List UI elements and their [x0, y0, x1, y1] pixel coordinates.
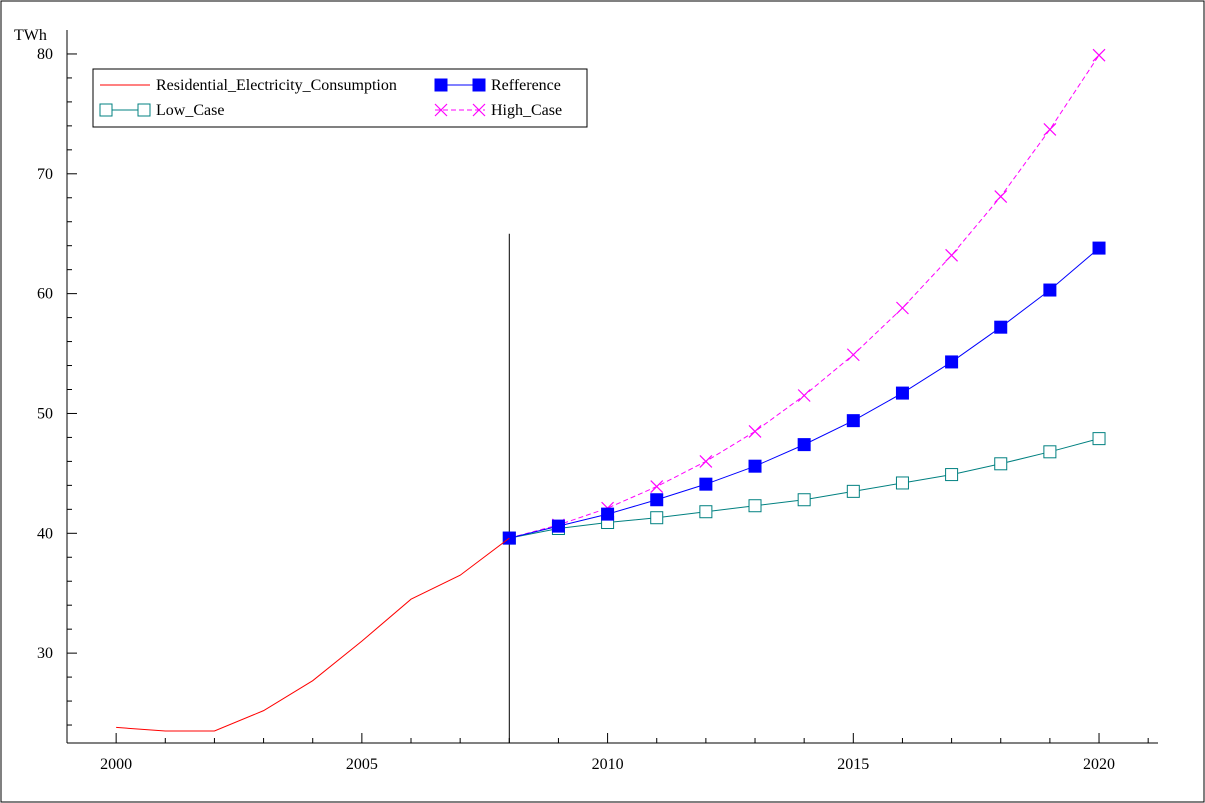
y-axis-label: TWh: [14, 27, 47, 44]
legend-marker: [434, 103, 448, 117]
data-point: [748, 499, 762, 513]
data-point: [650, 480, 664, 493]
data-point: [846, 414, 860, 428]
data-point: [945, 355, 959, 369]
y-tick-label: 70: [37, 166, 53, 183]
legend: Residential_Electricity_Consumption Reffe…: [92, 68, 588, 128]
series-refference: [502, 241, 1106, 545]
data-point: [1092, 48, 1106, 62]
series-residential-electricity-consumption: [116, 537, 510, 732]
data-point: [748, 459, 762, 473]
legend-label: Refference: [491, 77, 561, 94]
data-point: [994, 190, 1008, 203]
data-point: [797, 389, 811, 402]
data-point: [699, 454, 713, 468]
data-point: [551, 519, 565, 533]
data-point: [895, 476, 909, 490]
y-tick-label: 50: [37, 405, 53, 422]
data-point: [1043, 445, 1057, 459]
data-point: [846, 348, 860, 362]
legend-entry: High_Case: [434, 102, 562, 119]
data-point: [650, 511, 664, 525]
legend-items: Residential_Electricity_Consumption Reffe…: [99, 77, 562, 119]
x-tick-label: 2010: [592, 756, 624, 773]
data-point: [699, 477, 713, 491]
data-point: [650, 493, 664, 507]
data-point: [945, 468, 959, 482]
y-tick-label: 60: [37, 286, 53, 303]
legend-entry: Low_Case: [99, 102, 224, 119]
data-point: [797, 493, 811, 507]
legend-entry: Refference: [434, 77, 561, 94]
legend-box: [92, 68, 588, 128]
x-tick-label: 2000: [100, 756, 132, 773]
legend-entry: Residential_Electricity_Consumption: [100, 77, 397, 94]
y-tick-label: 30: [37, 645, 53, 662]
legend-marker: [472, 103, 486, 117]
data-point: [1043, 123, 1057, 136]
data-point: [601, 507, 615, 521]
data-point: [748, 425, 762, 438]
data-point: [994, 320, 1008, 334]
x-axis-ticks: 2000 2005 2010 2015 2020: [100, 733, 1149, 773]
y-tick-label: 40: [37, 525, 53, 542]
legend-marker: [137, 103, 151, 117]
data-point: [846, 484, 860, 498]
legend-marker: [99, 103, 113, 117]
legend-marker: [434, 78, 448, 92]
x-tick-label: 2015: [837, 756, 869, 773]
legend-label: High_Case: [491, 102, 562, 119]
data-point: [896, 301, 909, 315]
y-tick-label: 80: [37, 46, 53, 63]
data-point: [1092, 432, 1106, 446]
x-tick-label: 2020: [1083, 756, 1115, 773]
axes: [66, 30, 1158, 744]
legend-label: Low_Case: [156, 102, 224, 119]
data-point: [1092, 241, 1106, 255]
data-point: [797, 438, 811, 452]
legend-marker: [472, 78, 486, 92]
data-point: [699, 505, 713, 519]
x-tick-label: 2005: [346, 756, 378, 773]
y-axis-ticks: 30 40 50 60 70 80: [37, 46, 77, 726]
legend-label: Residential_Electricity_Consumption: [156, 77, 397, 94]
series-line: [116, 537, 510, 732]
data-point: [895, 386, 909, 400]
data-point: [994, 457, 1008, 471]
data-point: [945, 248, 959, 262]
data-point: [1043, 283, 1057, 297]
series-layer: [116, 48, 1106, 732]
